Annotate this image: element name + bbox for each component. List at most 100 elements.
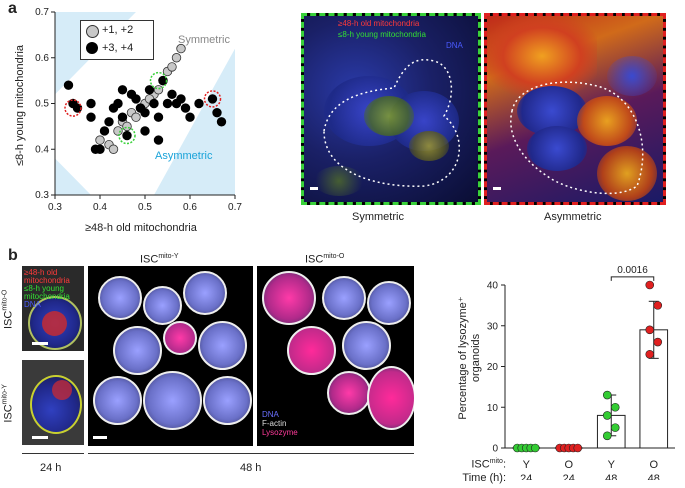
data-point: [645, 325, 655, 335]
data-point: [602, 411, 612, 420]
category-time-label: 24: [520, 473, 532, 480]
scatter-point-light: [113, 126, 123, 136]
scatter-point-light: [176, 43, 186, 54]
category-isc-label: Y: [523, 459, 531, 471]
scatter-point-dark: [153, 135, 164, 145]
scatter-point-dark: [117, 112, 128, 122]
scatter-point-dark: [144, 85, 155, 95]
y-tick-label: 0.3: [35, 190, 49, 201]
highlight-ring: [203, 90, 222, 108]
o-legend-dna: DNA: [262, 410, 279, 419]
bar-row-label-isc-suffix: :: [502, 458, 506, 471]
scatter-point-dark: [99, 126, 110, 136]
bar-y-tick-label: 10: [487, 403, 499, 414]
category-isc-label: O: [564, 459, 573, 471]
legend-marker-light: [86, 25, 99, 38]
category-time-label: 24: [563, 473, 575, 480]
scatter-point-light: [153, 85, 164, 95]
scatter-point-dark: [140, 107, 150, 118]
scatter-point-dark: [149, 98, 159, 109]
scatter-point-dark: [162, 98, 173, 109]
scatter-point-dark: [140, 126, 150, 136]
scatter-point-light: [95, 135, 105, 145]
bar: [639, 329, 669, 449]
scatter-point-light: [122, 121, 132, 132]
caption-symmetric: Symmetric: [352, 211, 404, 223]
o-legend-lysozyme: Lysozyme: [262, 428, 298, 437]
time-bracket-24h: [22, 453, 84, 454]
time-bracket-48h: [88, 453, 414, 454]
data-point: [573, 443, 583, 453]
img-y-label-sup: mito-Y: [158, 253, 179, 260]
scatter-point-dark: [167, 89, 177, 100]
scatter-point-dark: [113, 98, 123, 109]
sym-legend-old: ≥48-h old mitochondria: [338, 19, 420, 28]
highlight-ring: [118, 126, 136, 145]
data-point: [610, 423, 620, 432]
data-point: [653, 337, 663, 347]
o-legend-factin: F-actin: [262, 419, 287, 428]
small-top-label-text: ISC: [2, 310, 15, 329]
y-tick-label: 0.6: [35, 53, 49, 64]
sym-legend-young: ≤8-h young mitochondria: [338, 30, 426, 39]
small-legend-young-2: mitochondria: [24, 292, 70, 301]
bar-y-tick-label: 40: [487, 281, 499, 292]
panel-a-letter: a: [8, 0, 17, 17]
panel-b-letter: b: [8, 247, 18, 264]
scatter-point-light: [108, 144, 119, 154]
panel-b-bar-chart: 0 10 20 30 40 Y 24 O 24 Y 48 O 48 0.0016: [487, 265, 675, 480]
y-tick-label: 0.4: [35, 144, 49, 155]
scatter-point-light: [167, 62, 177, 72]
time-label-48h: 48 h: [240, 462, 262, 474]
scatter-point-light: [131, 112, 141, 122]
img-o-label-text: ISC: [305, 253, 324, 266]
bar-row-label-isc-text: ISC: [471, 458, 490, 471]
small-legend-dna: DNA: [24, 300, 41, 309]
legend-label-2: +3, +4: [102, 42, 134, 54]
scatter-point-dark: [63, 80, 74, 90]
small-image-mito-y: [22, 360, 84, 445]
region-label-asymmetric: Asymmetric: [155, 150, 213, 162]
scatter-point-dark: [86, 98, 96, 109]
small-legend-old-2: mitochondria: [24, 276, 70, 285]
data-point: [610, 402, 620, 412]
bar-row-label-isc-sup: mito: [489, 458, 503, 465]
category-isc-label: O: [649, 459, 658, 471]
scatter-point-dark: [117, 85, 128, 95]
scatter-x-label: ≥48-h old mitochondria: [85, 222, 197, 234]
data-point: [602, 431, 612, 441]
scatter-point-dark: [180, 103, 191, 113]
region-label-symmetric: Symmetric: [178, 34, 230, 46]
scatter-point-dark: [176, 94, 186, 104]
legend-label-1: +1, +2: [102, 24, 134, 36]
scatter-point-dark: [131, 94, 141, 104]
category-time-label: 48: [605, 473, 617, 480]
y-tick-label: 0.5: [35, 99, 49, 110]
significance-bracket: [610, 276, 655, 281]
scale-bar: [493, 187, 501, 190]
significance-label: 0.0016: [617, 265, 648, 276]
small-legend-young-1: ≤8-h young: [24, 284, 64, 293]
small-legend-old-1: ≥48-h old: [24, 268, 58, 277]
bar-y-tick-label: 20: [487, 362, 499, 373]
scatter-point-dark: [216, 117, 227, 127]
data-point: [645, 280, 655, 290]
x-tick-label: 0.6: [183, 202, 197, 213]
time-label-24h: 24 h: [40, 462, 62, 474]
asymmetric-microscopy-image: [484, 13, 666, 205]
small-top-label: ISCmito-O: [2, 289, 15, 329]
scatter-point-dark: [207, 94, 218, 104]
img-o-label: ISCmito-O: [305, 253, 344, 266]
small-bottom-label: ISCmito-Y: [2, 383, 15, 423]
bar-y-tick-label: 0: [492, 444, 498, 455]
scatter-point-dark: [153, 112, 164, 122]
organoid-image-mito-o: DNA F-actin Lysozyme: [257, 266, 414, 446]
category-time-label: 48: [648, 473, 660, 480]
bar-row-label-isc: ISCmito:: [446, 458, 506, 471]
small-top-label-sup: mito-O: [1, 289, 9, 311]
scatter-point-dark: [72, 103, 83, 113]
data-point: [530, 443, 540, 453]
scatter-legend: +1, +2 +3, +4: [80, 20, 154, 60]
scatter-y-label: ≤8-h young mitochondria: [14, 45, 26, 166]
caption-asymmetric: Asymmetric: [544, 211, 602, 223]
